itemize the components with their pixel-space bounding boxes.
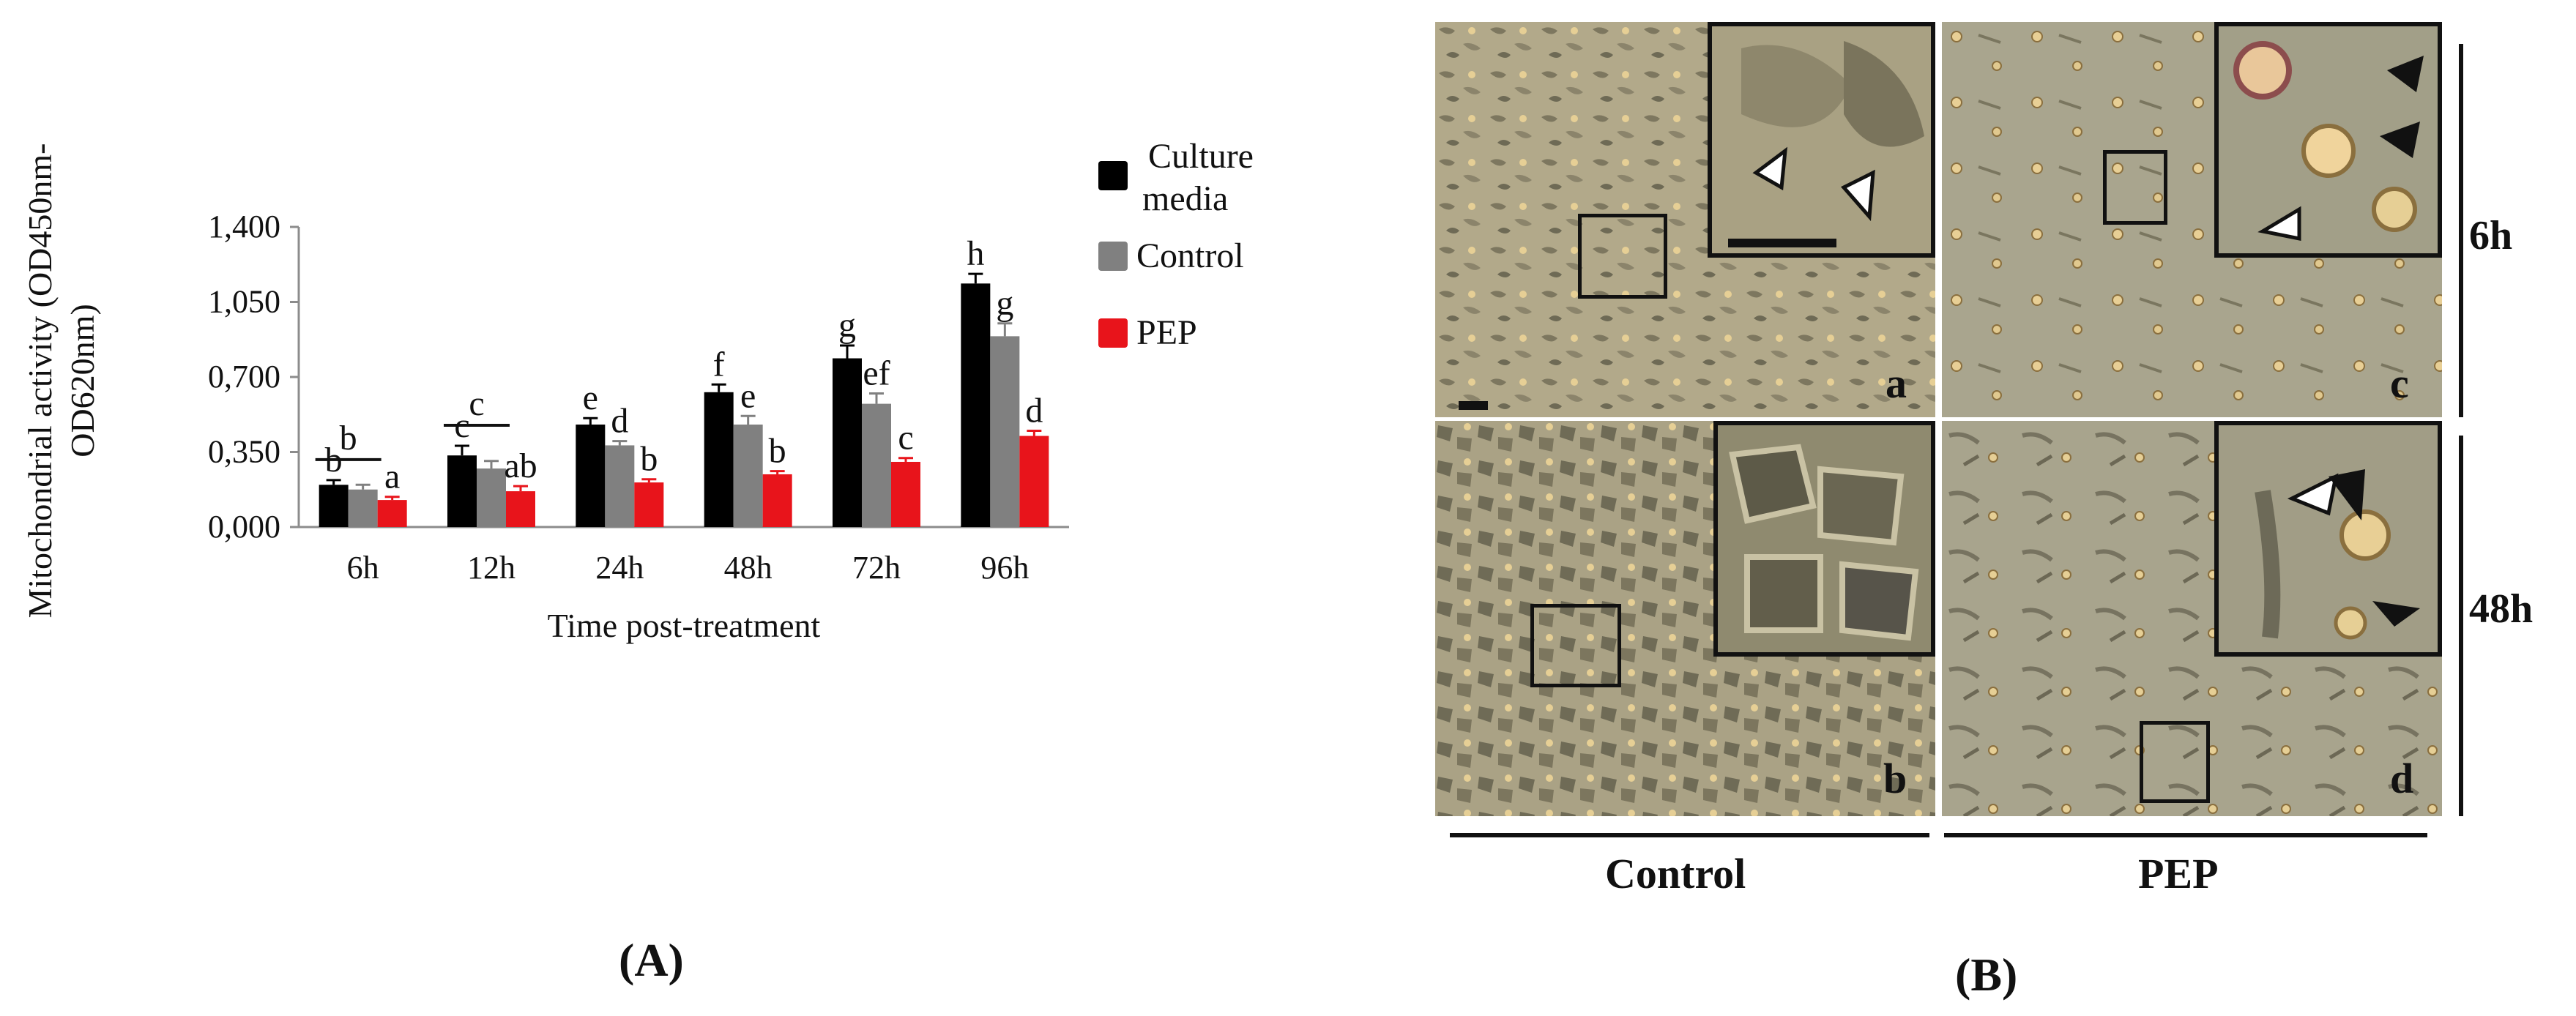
micrograph-control-48h: b [1435, 421, 1935, 816]
panel-a-label: (A) [619, 934, 684, 986]
bar-chart: 0,000 0,350 0,700 1,050 1,400 Mitochondrial a… [21, 137, 1254, 644]
y-tick-label: 1,050 [208, 284, 280, 320]
significance-letter: g [996, 284, 1013, 323]
x-tick-label: 6h [347, 550, 379, 586]
significance-letter: h [967, 234, 984, 273]
significance-letter: c [898, 419, 913, 457]
panel-b: a b [1435, 15, 2533, 1016]
significance-letter: b [769, 432, 786, 471]
group-bracket-pep [1944, 833, 2427, 837]
zoom-inset [2214, 421, 2442, 657]
bar [891, 461, 920, 527]
bar [576, 425, 606, 527]
zoom-cells [2233, 41, 2424, 242]
region-box [1530, 604, 1621, 687]
bar [961, 283, 991, 527]
legend-swatch [1098, 161, 1128, 190]
bar [733, 425, 763, 527]
significance-letter: b [640, 440, 658, 479]
bar [319, 485, 349, 527]
legend-label: PEP [1136, 313, 1197, 352]
x-axis-label: Time post-treatment [548, 607, 821, 644]
bar [447, 455, 477, 527]
zoom-cells [1741, 41, 1924, 222]
legend-label-line2: media [1142, 179, 1228, 218]
image-letter-a: a [1886, 359, 1907, 407]
significance-letter: e [583, 378, 598, 417]
group-significance-letter: b [340, 419, 357, 457]
zoom-inset [2214, 22, 2442, 258]
y-axis-label: Mitochondrial activity (OD450nm- [21, 143, 59, 619]
micrograph-control-6h: a [1435, 22, 1935, 417]
region-box [1578, 214, 1667, 299]
zoom-inset [1713, 421, 1935, 657]
micrograph-pep-6h: c [1942, 22, 2442, 417]
significance-letter: ab [504, 447, 537, 485]
bar [477, 468, 506, 527]
y-tick-label: 0,700 [208, 359, 280, 395]
significance-letter: g [838, 306, 856, 345]
panel-a: 0,000 0,350 0,700 1,050 1,400 Mitochondrial a… [21, 137, 1254, 644]
image-letter-b: b [1883, 755, 1907, 802]
significance-letter: d [611, 402, 628, 441]
bar [377, 500, 407, 527]
group-significance-letter: c [469, 384, 484, 423]
region-box [2140, 721, 2210, 803]
significance-letter: a [384, 457, 400, 496]
y-axis-label-line2: OD620nm) [64, 304, 101, 457]
y-tick-label: 0,350 [208, 434, 280, 470]
x-tick-label: 96h [980, 550, 1029, 586]
bar [762, 474, 792, 527]
image-letter-d: d [2390, 755, 2414, 802]
group-label-control: Control [1605, 850, 1746, 897]
panel-b-label: (B) [1955, 949, 2018, 1001]
timepoint-label-6h: 6h [2469, 213, 2513, 258]
bar [1019, 436, 1049, 527]
bar [605, 445, 635, 527]
timepoint-bracket-6h [2459, 44, 2463, 417]
timepoint-label-48h: 48h [2469, 586, 2534, 632]
micrograph-pep-48h: d [1942, 421, 2442, 816]
zoom-cells [2255, 469, 2420, 640]
x-tick-label: 48h [724, 550, 773, 586]
zoom-inset [1708, 22, 1935, 258]
zoom-cells [1729, 444, 1919, 641]
x-tick-label: 12h [467, 550, 515, 586]
y-tick-label: 1,400 [208, 209, 280, 244]
region-box [2103, 150, 2167, 225]
significance-letter: ef [863, 354, 890, 393]
y-tick-label: 0,000 [208, 509, 280, 545]
image-letter-c: c [2390, 359, 2409, 407]
scale-bar [1459, 401, 1488, 410]
legend-swatch [1098, 318, 1128, 348]
group-bracket-control [1450, 833, 1929, 837]
x-tick-label: 24h [595, 550, 644, 586]
significance-letter: d [1025, 392, 1043, 430]
inset-scale-bar [1728, 239, 1836, 247]
bar [634, 482, 664, 527]
x-tick-label: 72h [852, 550, 901, 586]
bar [833, 358, 862, 527]
significance-letter: e [740, 376, 756, 415]
bar [506, 491, 535, 527]
timepoint-bracket-48h [2459, 436, 2463, 816]
bar [704, 392, 734, 527]
legend-swatch [1098, 242, 1128, 271]
legend-label: Culture [1148, 137, 1254, 176]
significance-letter: f [713, 345, 725, 384]
group-label-pep: PEP [2138, 850, 2219, 897]
bar [862, 403, 891, 527]
legend-label: Control [1136, 236, 1244, 275]
bar [990, 336, 1020, 527]
bar [348, 489, 378, 527]
